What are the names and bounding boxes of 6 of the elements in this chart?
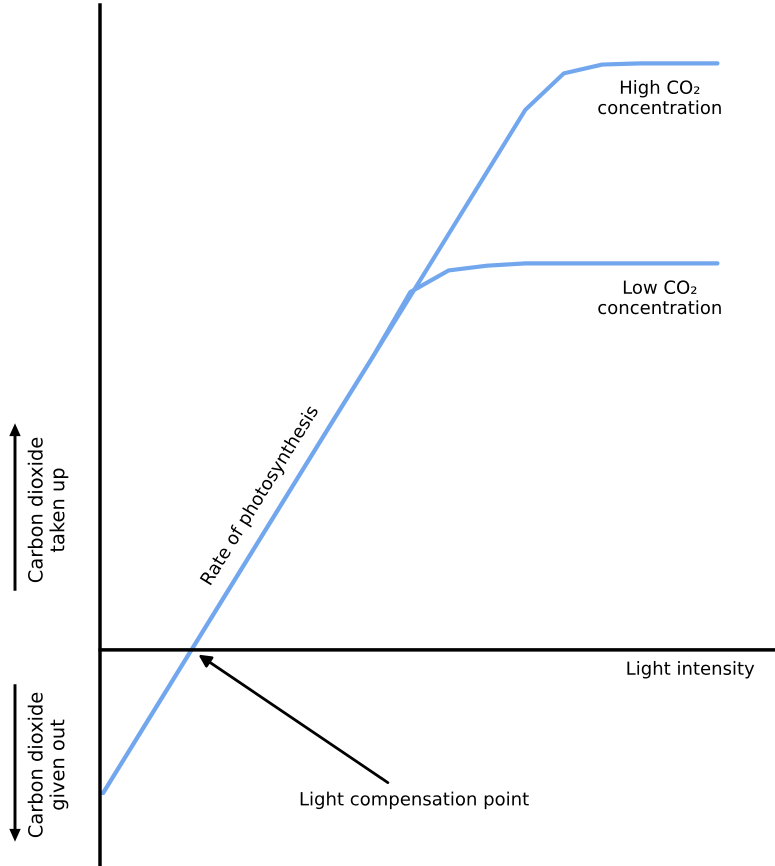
series-label: Low CO₂ concentration	[598, 280, 721, 314]
text: Carbon dioxide given out	[28, 692, 68, 838]
x-axis-title: Light intensity	[627, 661, 754, 679]
y-axis-title: Carbon dioxide taken up	[28, 438, 68, 582]
annotation: Light compensation point	[300, 792, 529, 810]
series-label: High CO₂ concentration	[598, 80, 721, 114]
